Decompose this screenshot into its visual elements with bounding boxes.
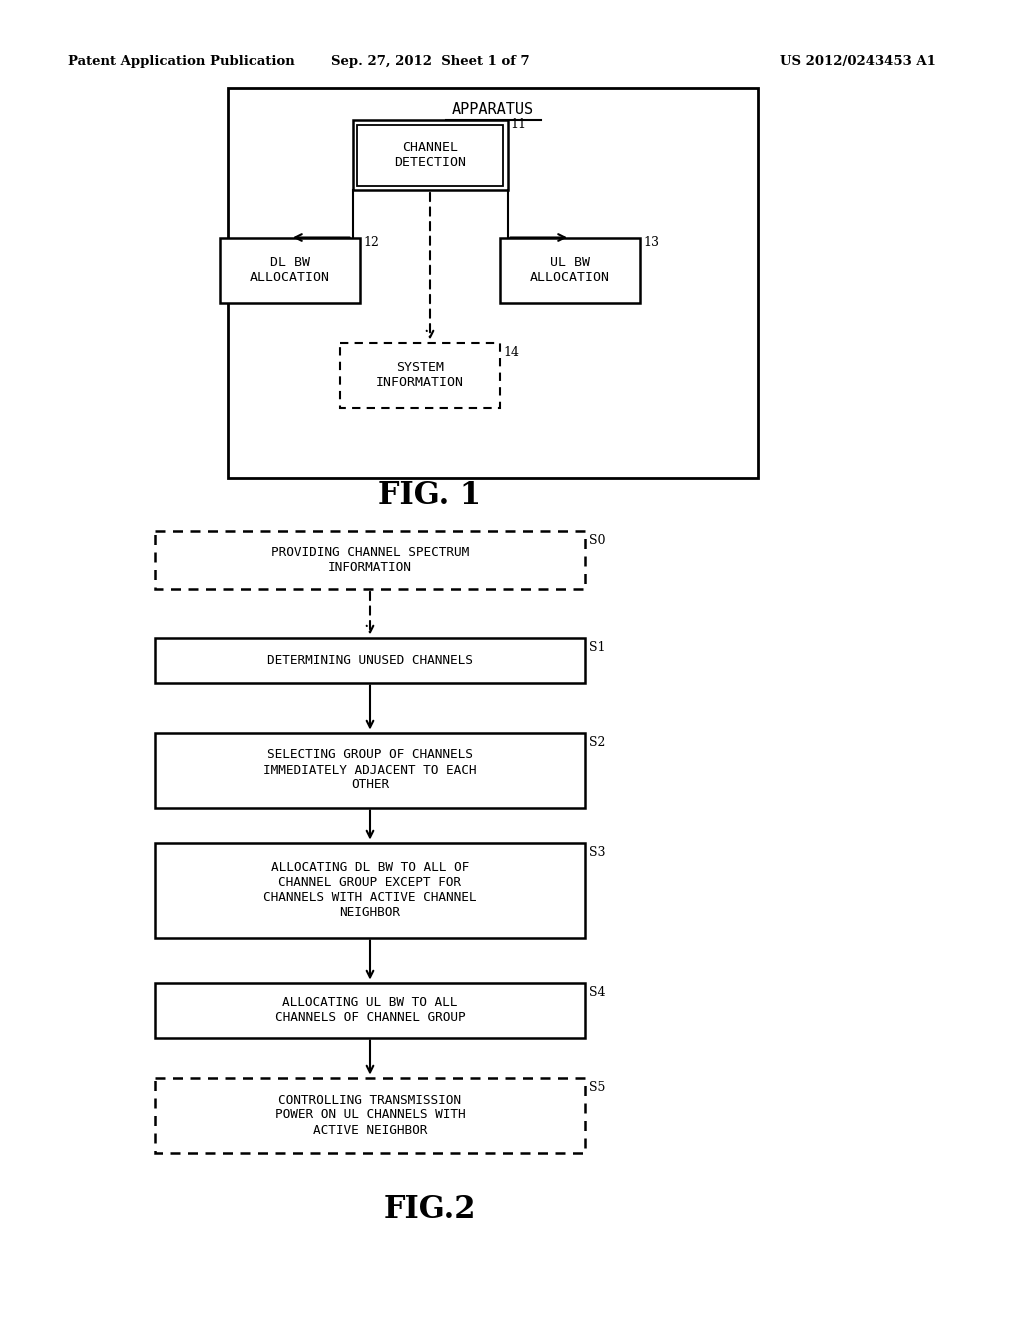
Text: PROVIDING CHANNEL SPECTRUM
INFORMATION: PROVIDING CHANNEL SPECTRUM INFORMATION — [271, 546, 469, 574]
Bar — [228, 88, 758, 478]
Text: S5: S5 — [589, 1081, 605, 1094]
Bar — [357, 124, 503, 186]
Bar — [340, 342, 500, 408]
Bar — [155, 842, 585, 937]
Bar — [155, 982, 585, 1038]
Bar — [352, 120, 508, 190]
Text: FIG.2: FIG.2 — [384, 1195, 476, 1225]
Text: S2: S2 — [589, 737, 605, 748]
Text: Sep. 27, 2012  Sheet 1 of 7: Sep. 27, 2012 Sheet 1 of 7 — [331, 55, 529, 69]
Text: ALLOCATING DL BW TO ALL OF
CHANNEL GROUP EXCEPT FOR
CHANNELS WITH ACTIVE CHANNEL: ALLOCATING DL BW TO ALL OF CHANNEL GROUP… — [263, 861, 477, 919]
Text: Patent Application Publication: Patent Application Publication — [68, 55, 295, 69]
Text: UL BW
ALLOCATION: UL BW ALLOCATION — [530, 256, 610, 284]
Text: 14: 14 — [503, 346, 519, 359]
Text: FIG. 1: FIG. 1 — [379, 479, 481, 511]
Text: S4: S4 — [589, 986, 605, 999]
Bar — [500, 238, 640, 302]
Text: S3: S3 — [589, 846, 605, 859]
Text: 12: 12 — [362, 236, 379, 249]
Text: US 2012/0243453 A1: US 2012/0243453 A1 — [780, 55, 936, 69]
Text: SELECTING GROUP OF CHANNELS
IMMEDIATELY ADJACENT TO EACH
OTHER: SELECTING GROUP OF CHANNELS IMMEDIATELY … — [263, 748, 477, 792]
Text: CHANNEL
DETECTION: CHANNEL DETECTION — [394, 141, 466, 169]
Bar — [155, 531, 585, 589]
Bar — [220, 238, 360, 302]
Text: 13: 13 — [643, 236, 659, 249]
Text: S0: S0 — [589, 535, 605, 548]
Text: DETERMINING UNUSED CHANNELS: DETERMINING UNUSED CHANNELS — [267, 653, 473, 667]
Text: APPARATUS: APPARATUS — [452, 103, 535, 117]
Text: 11: 11 — [511, 119, 526, 132]
Text: DL BW
ALLOCATION: DL BW ALLOCATION — [250, 256, 330, 284]
Text: S1: S1 — [589, 642, 605, 653]
Text: CONTROLLING TRANSMISSION
POWER ON UL CHANNELS WITH
ACTIVE NEIGHBOR: CONTROLLING TRANSMISSION POWER ON UL CHA… — [274, 1093, 465, 1137]
Bar — [155, 638, 585, 682]
Text: ALLOCATING UL BW TO ALL
CHANNELS OF CHANNEL GROUP: ALLOCATING UL BW TO ALL CHANNELS OF CHAN… — [274, 997, 465, 1024]
Text: SYSTEM
INFORMATION: SYSTEM INFORMATION — [376, 360, 464, 389]
Bar — [155, 1077, 585, 1152]
Bar — [155, 733, 585, 808]
